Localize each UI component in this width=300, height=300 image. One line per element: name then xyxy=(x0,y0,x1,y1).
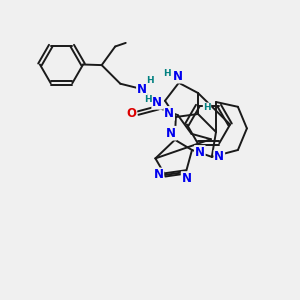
Text: N: N xyxy=(173,70,183,83)
Text: N: N xyxy=(214,150,224,164)
Text: N: N xyxy=(166,127,176,140)
Text: H: H xyxy=(144,95,152,104)
Text: H: H xyxy=(164,69,171,78)
Text: N: N xyxy=(164,107,174,120)
Text: N: N xyxy=(195,146,205,159)
Text: H: H xyxy=(203,103,211,112)
Text: O: O xyxy=(126,106,136,120)
Text: N: N xyxy=(182,172,192,185)
Text: N: N xyxy=(153,168,164,182)
Text: N: N xyxy=(152,96,162,109)
Text: H: H xyxy=(146,76,154,85)
Text: N: N xyxy=(137,82,147,96)
